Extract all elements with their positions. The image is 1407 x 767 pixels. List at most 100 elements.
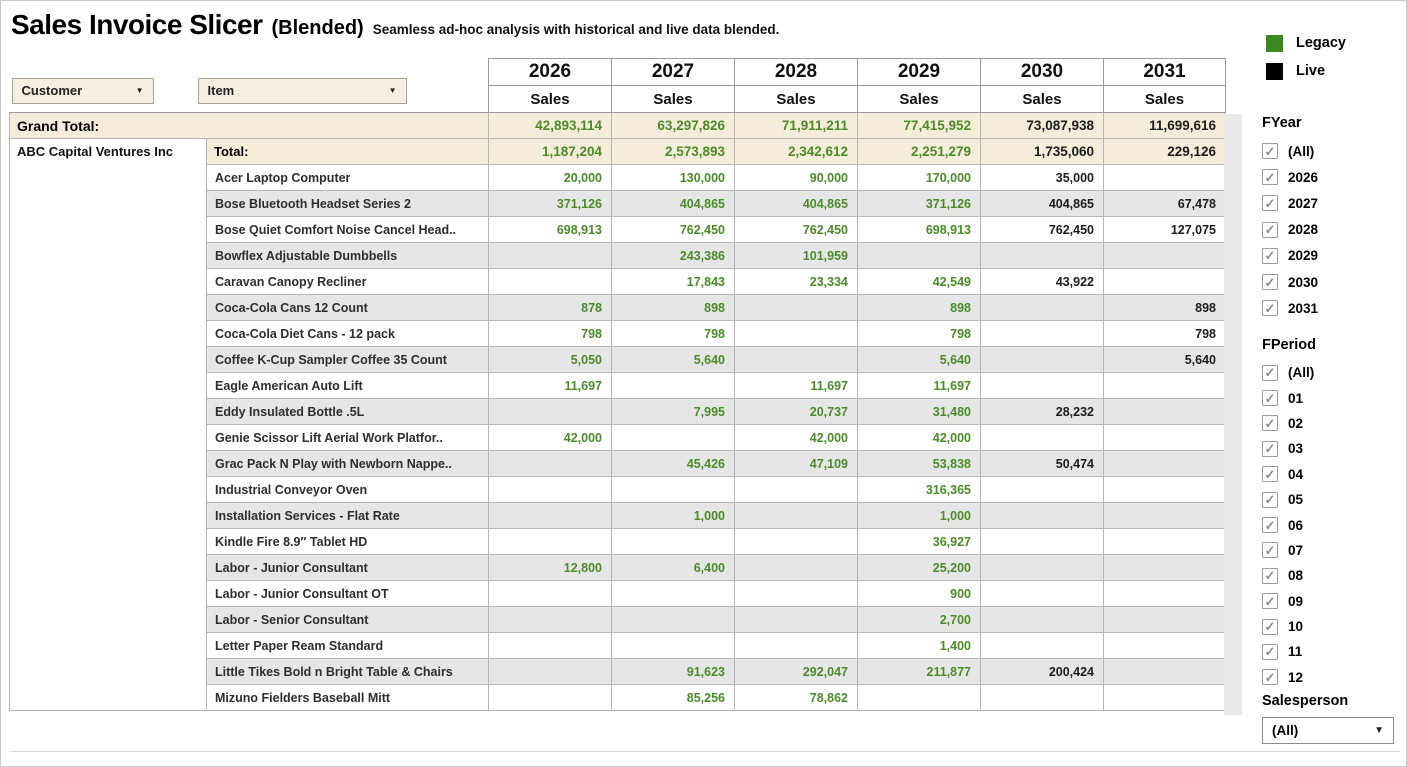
sales-value-cell[interactable]: 20,737 [734,398,858,425]
fperiod-option-12[interactable]: ✓ 12 [1262,665,1316,690]
fperiod-option-01[interactable]: ✓ 01 [1262,385,1316,410]
sales-value-cell[interactable] [857,684,981,711]
sales-value-cell[interactable] [1103,372,1226,399]
sales-value-cell[interactable] [980,320,1104,347]
fperiod-option-04[interactable]: ✓ 04 [1262,462,1316,487]
vertical-scrollbar[interactable] [1224,114,1242,715]
sales-value-cell[interactable]: 229,126 [1103,138,1226,165]
sales-value-cell[interactable] [611,606,735,633]
sales-value-cell[interactable] [980,554,1104,581]
sales-value-cell[interactable] [980,606,1104,633]
sales-value-cell[interactable]: 73,087,938 [980,112,1104,139]
sales-value-cell[interactable] [1103,242,1226,269]
sales-value-cell[interactable]: 371,126 [488,190,612,217]
sales-value-cell[interactable]: 5,050 [488,346,612,373]
sales-value-cell[interactable]: 798 [488,320,612,347]
sales-value-cell[interactable]: 31,480 [857,398,981,425]
sales-value-cell[interactable] [734,580,858,607]
sales-value-cell[interactable] [980,528,1104,555]
sales-value-cell[interactable]: 50,474 [980,450,1104,477]
sales-value-cell[interactable] [1103,528,1226,555]
sales-value-cell[interactable]: 5,640 [611,346,735,373]
fyear-option-2028[interactable]: ✓ 2028 [1262,217,1318,243]
sales-value-cell[interactable]: 898 [611,294,735,321]
sales-value-cell[interactable]: 53,838 [857,450,981,477]
sales-value-cell[interactable]: 42,000 [734,424,858,451]
sales-value-cell[interactable] [1103,684,1226,711]
sales-value-cell[interactable]: 211,877 [857,658,981,685]
sales-value-cell[interactable]: 35,000 [980,164,1104,191]
fperiod-option-06[interactable]: ✓ 06 [1262,512,1316,537]
sales-header-2031[interactable]: Sales [1103,85,1226,113]
sales-value-cell[interactable] [980,580,1104,607]
sales-value-cell[interactable]: 42,549 [857,268,981,295]
item-label[interactable]: Installation Services - Flat Rate [206,502,489,529]
customer-label[interactable]: ABC Capital Ventures Inc [9,138,207,711]
fperiod-option-09[interactable]: ✓ 09 [1262,589,1316,614]
fyear-option-2030[interactable]: ✓ 2030 [1262,269,1318,295]
sales-value-cell[interactable] [488,580,612,607]
fyear-option-2026[interactable]: ✓ 2026 [1262,164,1318,190]
item-label[interactable]: Labor - Junior Consultant OT [206,580,489,607]
sales-value-cell[interactable] [1103,450,1226,477]
sales-value-cell[interactable]: 878 [488,294,612,321]
item-label[interactable]: Kindle Fire 8.9″ Tablet HD [206,528,489,555]
sales-value-cell[interactable] [611,372,735,399]
sales-value-cell[interactable]: 28,232 [980,398,1104,425]
salesperson-dropdown[interactable]: (All) ▼ [1262,717,1394,744]
sales-value-cell[interactable]: 5,640 [857,346,981,373]
sales-value-cell[interactable] [1103,268,1226,295]
sales-value-cell[interactable] [488,450,612,477]
sales-header-2030[interactable]: Sales [980,85,1104,113]
sales-value-cell[interactable]: 42,893,114 [488,112,612,139]
item-label[interactable]: Eddy Insulated Bottle .5L [206,398,489,425]
sales-value-cell[interactable]: 900 [857,580,981,607]
sales-value-cell[interactable] [734,294,858,321]
sales-value-cell[interactable]: 45,426 [611,450,735,477]
fperiod-option-10[interactable]: ✓ 10 [1262,614,1316,639]
item-label[interactable]: Acer Laptop Computer [206,164,489,191]
sales-value-cell[interactable] [488,658,612,685]
sales-value-cell[interactable]: 1,400 [857,632,981,659]
sales-value-cell[interactable] [980,346,1104,373]
sales-value-cell[interactable]: 11,699,616 [1103,112,1226,139]
sales-value-cell[interactable]: 6,400 [611,554,735,581]
sales-value-cell[interactable]: 798 [1103,320,1226,347]
item-label[interactable]: Coca-Cola Diet Cans - 12 pack [206,320,489,347]
sales-value-cell[interactable] [1103,398,1226,425]
sales-value-cell[interactable] [734,502,858,529]
fyear-option-2027[interactable]: ✓ 2027 [1262,190,1318,216]
sales-value-cell[interactable] [980,632,1104,659]
sales-value-cell[interactable] [980,476,1104,503]
sales-value-cell[interactable]: 798 [611,320,735,347]
sales-value-cell[interactable]: 5,640 [1103,346,1226,373]
sales-value-cell[interactable] [1103,424,1226,451]
item-label[interactable]: Caravan Canopy Recliner [206,268,489,295]
sales-value-cell[interactable]: 77,415,952 [857,112,981,139]
fyear-option-2029[interactable]: ✓ 2029 [1262,243,1318,269]
item-label[interactable]: Genie Scissor Lift Aerial Work Platfor.. [206,424,489,451]
sales-value-cell[interactable] [734,606,858,633]
sales-value-cell[interactable]: 1,187,204 [488,138,612,165]
sales-value-cell[interactable]: 127,075 [1103,216,1226,243]
sales-value-cell[interactable]: 404,865 [980,190,1104,217]
item-label[interactable]: Coffee K-Cup Sampler Coffee 35 Count [206,346,489,373]
sales-header-2026[interactable]: Sales [488,85,612,113]
item-label[interactable]: Coca-Cola Cans 12 Count [206,294,489,321]
item-label[interactable]: Bose Quiet Comfort Noise Cancel Head.. [206,216,489,243]
item-label[interactable]: Bowflex Adjustable Dumbbells [206,242,489,269]
sales-value-cell[interactable] [611,476,735,503]
item-label[interactable]: Little Tikes Bold n Bright Table & Chair… [206,658,489,685]
sales-value-cell[interactable]: 101,959 [734,242,858,269]
sales-value-cell[interactable]: 12,800 [488,554,612,581]
sales-value-cell[interactable] [980,294,1104,321]
sales-value-cell[interactable]: 2,342,612 [734,138,858,165]
sales-value-cell[interactable]: 130,000 [611,164,735,191]
sales-value-cell[interactable]: 1,735,060 [980,138,1104,165]
sales-value-cell[interactable] [611,580,735,607]
sales-value-cell[interactable]: 243,386 [611,242,735,269]
fperiod-option-08[interactable]: ✓ 08 [1262,563,1316,588]
sales-value-cell[interactable]: 71,911,211 [734,112,858,139]
item-label[interactable]: Labor - Junior Consultant [206,554,489,581]
sales-value-cell[interactable]: 898 [857,294,981,321]
